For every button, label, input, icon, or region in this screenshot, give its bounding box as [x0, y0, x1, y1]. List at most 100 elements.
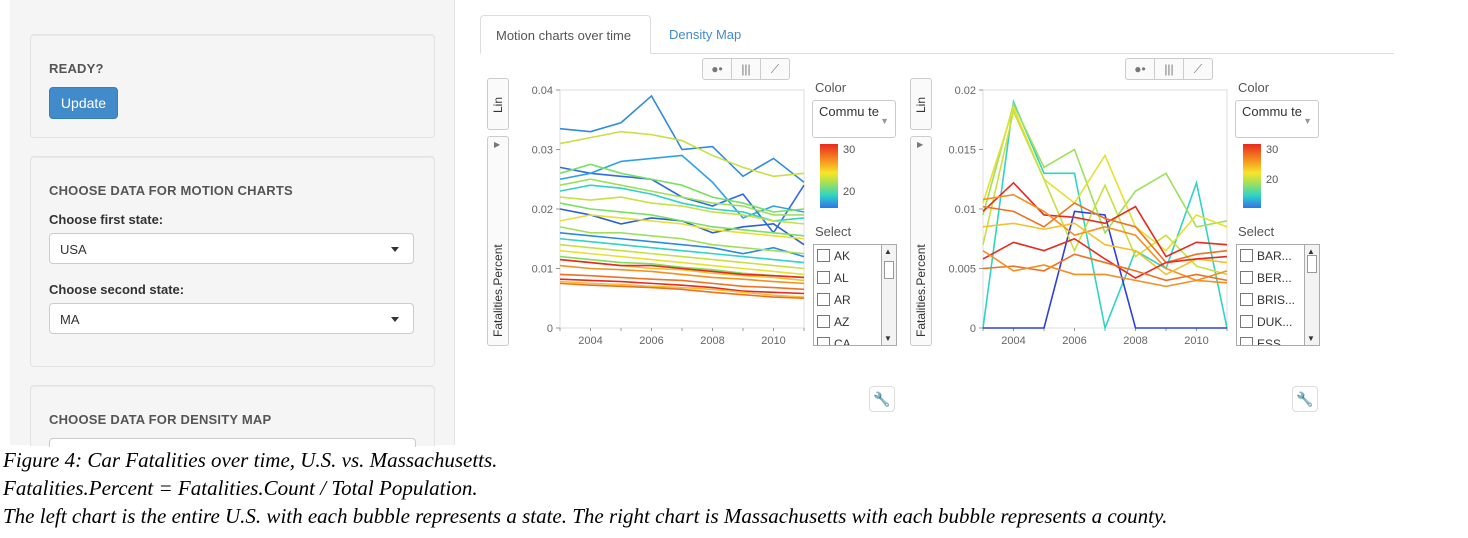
right-y-axis-selector[interactable]: ▶ Fatalities.Percent: [910, 136, 932, 346]
list-item-label: DUK...: [1257, 315, 1292, 329]
right-chart-plot: 00.0050.010.0150.022004 2006 2008 2010: [935, 78, 1255, 368]
checkbox[interactable]: [1240, 337, 1253, 346]
density-section-title: CHOOSE DATA FOR DENSITY MAP: [49, 412, 271, 427]
bar-view-icon[interactable]: |||: [1155, 59, 1184, 79]
motion-section-title: CHOOSE DATA FOR MOTION CHARTS: [49, 183, 293, 198]
chevron-down-icon: ▼: [1303, 113, 1312, 129]
left-scale-selector[interactable]: Lin: [487, 78, 509, 130]
scroll-down-icon[interactable]: ▼: [1307, 334, 1315, 343]
bubble-view-icon[interactable]: ●•: [703, 59, 732, 79]
left-colorbar-tick: 20: [843, 186, 855, 198]
ready-well: READY? Update: [30, 34, 435, 138]
wrench-icon[interactable]: 🔧: [869, 386, 895, 412]
x-tick-label: 2010: [1184, 335, 1208, 347]
list-item-label: AL: [834, 271, 849, 285]
tab-density-map[interactable]: Density Map: [654, 15, 756, 54]
scroll-up-icon[interactable]: ▲: [884, 247, 892, 256]
y-tick-label: 0.02: [532, 204, 553, 216]
left-select-title: Select: [815, 224, 851, 239]
y-tick-label: 0.04: [532, 85, 553, 97]
left-y-axis-selector[interactable]: ▶ Fatalities.Percent: [487, 136, 509, 346]
tab-motion-charts[interactable]: Motion charts over time: [480, 15, 651, 54]
wrench-icon[interactable]: 🔧: [1292, 386, 1318, 412]
checkbox[interactable]: [817, 271, 830, 284]
first-state-value: USA: [60, 242, 87, 257]
list-item-label: AK: [834, 249, 850, 263]
update-button[interactable]: Update: [49, 87, 118, 119]
left-color-title: Color: [815, 80, 846, 95]
list-item-label: BAR...: [1257, 249, 1292, 263]
checkbox[interactable]: [1240, 315, 1253, 328]
right-colorbar-tick: 20: [1266, 174, 1278, 186]
right-colorbar-tick: 30: [1266, 144, 1278, 156]
y-tick-label: 0.03: [532, 145, 553, 157]
right-color-value: Commu te: [1242, 104, 1302, 119]
second-state-label: Choose second state:: [49, 282, 184, 297]
right-list-scrollbar[interactable]: ▲ ▼: [1304, 245, 1319, 345]
chevron-down-icon: ▼: [880, 113, 889, 129]
checkbox[interactable]: [1240, 293, 1253, 306]
checkbox[interactable]: [1240, 249, 1253, 262]
scroll-thumb[interactable]: [1307, 255, 1317, 273]
left-chart-plot: 00.010.020.030.042004 2006 2008 2010: [512, 78, 832, 368]
list-item-label: CA: [834, 337, 851, 346]
scroll-down-icon[interactable]: ▼: [884, 334, 892, 343]
motion-well: CHOOSE DATA FOR MOTION CHARTS Choose fir…: [30, 156, 435, 367]
checkbox[interactable]: [817, 337, 830, 346]
list-item-label: ESS...: [1257, 337, 1291, 346]
checkbox[interactable]: [817, 315, 830, 328]
list-item-label: BRIS...: [1257, 293, 1295, 307]
right-chart-toolbar: ●• ||| ⟋: [1125, 58, 1213, 80]
density-well: CHOOSE DATA FOR DENSITY MAP: [30, 385, 435, 446]
first-state-select[interactable]: USA: [49, 233, 414, 264]
second-state-value: MA: [60, 312, 80, 327]
right-select-title: Select: [1238, 224, 1274, 239]
checkbox[interactable]: [817, 249, 830, 262]
line-view-icon[interactable]: ⟋: [1184, 59, 1212, 79]
list-item-label: BER...: [1257, 271, 1292, 285]
bar-view-icon[interactable]: |||: [732, 59, 761, 79]
left-colorbar: [820, 144, 838, 208]
y-tick-label: 0.005: [948, 264, 976, 276]
left-color-dropdown[interactable]: Commu te ▼: [812, 100, 896, 138]
play-triangle-icon: ▶: [494, 140, 500, 149]
y-tick-label: 0.015: [948, 145, 976, 157]
right-motion-chart: ●• ||| ⟋ Lin ▶ Fatalities.Percent 0 0.005…: [910, 58, 1330, 418]
density-select-partial[interactable]: [49, 438, 416, 447]
lin-label: Lin: [491, 97, 505, 113]
right-color-dropdown[interactable]: Commu te ▼: [1235, 100, 1319, 138]
ready-title: READY?: [49, 61, 104, 76]
lin-label: Lin: [914, 97, 928, 113]
left-color-value: Commu te: [819, 104, 879, 119]
figure-caption-line3: The left chart is the entire U.S. with e…: [3, 504, 1167, 529]
left-colorbar-tick: 30: [843, 144, 855, 156]
x-tick-label: 2008: [700, 335, 724, 347]
left-select-list[interactable]: AK AL AR AZ CA ▲ ▼: [813, 244, 897, 346]
left-list-scrollbar[interactable]: ▲ ▼: [881, 245, 896, 345]
left-motion-chart: ●• ||| ⟋ Lin ▶ Fatalities.Percent 0 0.01 0…: [487, 58, 907, 418]
left-y-axis-label: Fatalities.Percent: [491, 244, 505, 337]
second-state-select[interactable]: MA: [49, 303, 414, 334]
right-y-axis-label: Fatalities.Percent: [914, 244, 928, 337]
right-select-list[interactable]: BAR... BER... BRIS... DUK... ESS... ▲ ▼: [1236, 244, 1320, 346]
y-tick-label: 0.01: [532, 264, 553, 276]
x-tick-label: 2004: [578, 335, 602, 347]
checkbox[interactable]: [817, 293, 830, 306]
line-view-icon[interactable]: ⟋: [761, 59, 789, 79]
left-chart-toolbar: ●• ||| ⟋: [702, 58, 790, 80]
list-item-label: AZ: [834, 315, 849, 329]
bubble-view-icon[interactable]: ●•: [1126, 59, 1155, 79]
y-tick-label: 0: [970, 323, 976, 335]
first-state-label: Choose first state:: [49, 212, 163, 227]
x-tick-label: 2010: [761, 335, 785, 347]
x-tick-label: 2004: [1001, 335, 1025, 347]
x-tick-label: 2006: [639, 335, 663, 347]
chevron-down-icon: [391, 247, 399, 252]
checkbox[interactable]: [1240, 271, 1253, 284]
scroll-thumb[interactable]: [884, 261, 894, 279]
x-tick-label: 2006: [1062, 335, 1086, 347]
chevron-down-icon: [391, 317, 399, 322]
x-tick-label: 2008: [1123, 335, 1147, 347]
right-scale-selector[interactable]: Lin: [910, 78, 932, 130]
right-colorbar: [1243, 144, 1261, 208]
